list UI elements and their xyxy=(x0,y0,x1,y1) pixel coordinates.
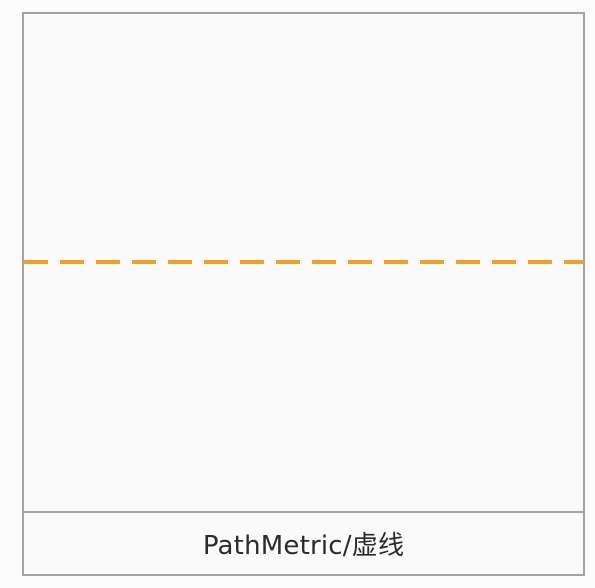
caption-bar: PathMetric/虚线 xyxy=(24,511,583,574)
drawing-canvas xyxy=(24,14,583,511)
demo-card: PathMetric/虚线 xyxy=(22,12,585,576)
caption-label: PathMetric/虚线 xyxy=(202,531,405,561)
dashed-line-canvas xyxy=(24,260,583,264)
